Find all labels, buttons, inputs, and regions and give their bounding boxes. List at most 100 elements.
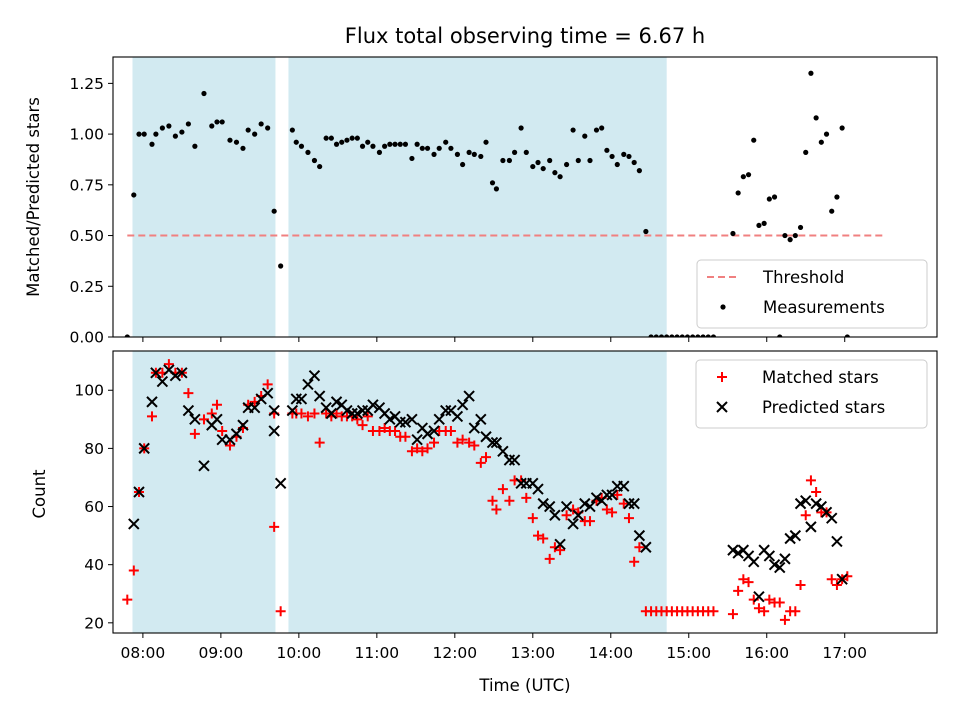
measurements-point [756, 222, 762, 229]
matched-stars-point [743, 577, 754, 588]
measurements-point [523, 149, 529, 155]
threshold-legend-label: Threshold [762, 268, 844, 287]
predicted-stars-point [325, 407, 338, 420]
matched-stars-point [309, 408, 320, 419]
predicted-stars-point [515, 477, 527, 489]
measurements-point [506, 157, 513, 164]
predicted-stars-point [440, 404, 452, 417]
matched-stars-point [390, 425, 401, 436]
predicted-stars-point [490, 436, 503, 449]
predicted-stars-point [433, 413, 445, 426]
measurements-point [271, 208, 277, 214]
measurements-point [530, 163, 536, 170]
top-y-tick-label: 0.50 [69, 227, 104, 245]
predicted-stars-point [503, 454, 516, 466]
measurements-point [149, 141, 155, 147]
bottom-plot-area [122, 359, 853, 625]
predicted-stars-point [133, 486, 145, 498]
bottom-y-tick-label: 60 [84, 498, 104, 516]
matched-stars-point [629, 556, 640, 567]
measurements-point [787, 237, 793, 243]
predicted-stars-point [810, 497, 822, 510]
measurements-point [745, 172, 752, 178]
top-y-tick-label: 0.25 [69, 278, 104, 296]
x-tick-label: 13:00 [510, 644, 555, 662]
measurements-point [614, 161, 620, 168]
bottom-y-tick-label: 100 [74, 382, 104, 400]
matched-stars-point [475, 457, 486, 468]
matched-stars-point [189, 428, 200, 439]
matched-stars-point [429, 437, 440, 448]
measurements-point [328, 135, 334, 141]
predicted-stars-point [475, 413, 487, 426]
measurements-point [209, 123, 215, 129]
matched-stars-legend-swatch [717, 372, 727, 382]
predicted-stars-point [356, 404, 369, 417]
measurements-point [339, 139, 345, 145]
top-legend-box [696, 259, 928, 329]
measurements-point [252, 131, 258, 137]
predicted-stars-point [779, 553, 791, 565]
matched-stars-point [774, 597, 785, 608]
measurements-point [575, 157, 581, 164]
predicted-stars-point [176, 367, 188, 379]
predicted-stars-point [640, 541, 652, 553]
measurements-point [454, 151, 461, 157]
top-y-axis-label: Matched/Predicted stars [24, 97, 43, 297]
matched-stars-point [561, 510, 572, 521]
matched-stars-point [262, 379, 273, 390]
predicted-stars-point [800, 495, 812, 507]
matched-stars-point [163, 359, 174, 370]
measurements-point [823, 131, 830, 137]
measurements-point [808, 70, 814, 76]
predicted-stars-point [567, 518, 579, 530]
measurements-point [700, 334, 706, 337]
predicted-stars-point [394, 416, 406, 428]
measurements-point [471, 151, 477, 157]
measurements-point [653, 334, 659, 337]
x-tick-label: 11:00 [355, 644, 400, 662]
measurements-point [593, 127, 600, 133]
x-tick-label: 15:00 [666, 644, 711, 662]
measurements-point [227, 137, 233, 143]
measurements-point [735, 190, 741, 196]
matched-stars-point [487, 495, 498, 506]
measurements-point [258, 121, 264, 127]
measurements-point [382, 143, 388, 149]
measurements-point [365, 139, 371, 145]
predicted-stars-point [508, 454, 521, 466]
predicted-stars-point [468, 422, 481, 434]
measurements-point [431, 151, 437, 157]
measurements-legend-swatch [720, 304, 726, 310]
measurements-point [136, 131, 142, 137]
measurements-point [563, 161, 570, 168]
matched-stars-point [532, 530, 543, 541]
matched-stars-point [481, 452, 492, 463]
predicted-stars-point [774, 561, 786, 574]
predicted-stars-point [451, 410, 464, 423]
predicted-stars-point [732, 547, 744, 559]
top-plot-area [124, 70, 884, 337]
predicted-stars-point [150, 367, 162, 379]
matched-stars-point [805, 475, 816, 486]
measurements-point [166, 123, 172, 129]
predicted-stars-legend-label: Predicted stars [762, 398, 885, 417]
matched-stars-point [457, 434, 468, 445]
measurements-point [844, 334, 850, 337]
matched-stars-point [779, 614, 790, 625]
matched-stars-point [445, 425, 456, 436]
measurements-point [214, 119, 220, 125]
measurements-point [604, 147, 610, 153]
matched-stars-point [612, 489, 623, 500]
matched-stars-point [544, 553, 555, 564]
matched-stars-point [826, 574, 837, 585]
predicted-stars-point [189, 413, 201, 426]
predicted-stars-point [584, 500, 596, 513]
measurements-point [626, 153, 632, 160]
measurements-point [587, 157, 593, 164]
matched-stars-point [314, 437, 325, 448]
measurements-point [305, 149, 311, 155]
x-tick-label: 09:00 [199, 644, 244, 662]
matched-stars-point [811, 487, 822, 497]
